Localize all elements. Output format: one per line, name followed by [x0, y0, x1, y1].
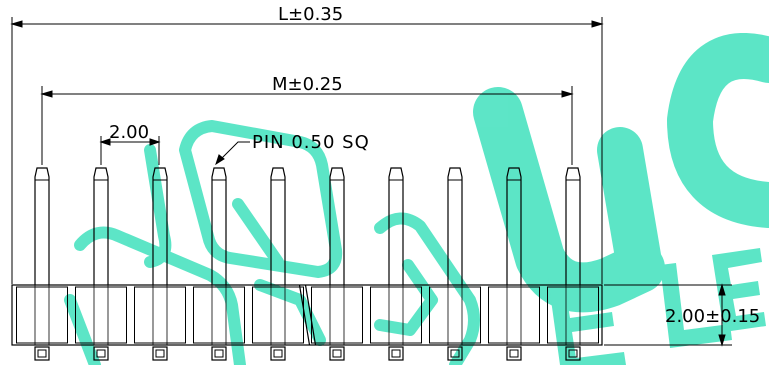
- arrow-body-top: [718, 283, 726, 296]
- pin-section-inner: [450, 349, 460, 358]
- pin-shaft: [93, 167, 109, 285]
- pin-section-inner: [568, 349, 578, 358]
- pin-section-outer: [152, 346, 168, 361]
- arrow-right: [591, 20, 604, 28]
- pin-8: [429, 167, 481, 361]
- pin-section-outer: [447, 346, 463, 361]
- watermark-square-3: [74, 226, 246, 365]
- watermark-square-7: [374, 259, 438, 336]
- arrow-body-bottom: [718, 334, 726, 347]
- pin-section-outer: [93, 346, 109, 361]
- pin-section-inner: [96, 349, 106, 358]
- watermark-letter-e2: [712, 248, 766, 332]
- pin-section-inner: [37, 349, 47, 358]
- callout-arrowhead: [215, 154, 225, 166]
- pin-2: [75, 167, 127, 361]
- pin-section-inner: [273, 349, 283, 358]
- pin-section-outer: [329, 346, 345, 361]
- pin-shaft: [506, 167, 522, 285]
- pin-section-inner: [214, 349, 224, 358]
- pin-shaft: [270, 167, 286, 285]
- arrow-m-left: [40, 90, 53, 98]
- pin-shaft: [34, 167, 50, 285]
- dimension-overall-length: [10, 17, 604, 284]
- pin-housing-cell: [75, 286, 127, 344]
- watermark-square-5: [254, 279, 326, 346]
- pin-header: [11, 167, 603, 361]
- dimension-outer-pin-span: [40, 86, 574, 165]
- pin-shaft: [152, 167, 168, 285]
- body-height-label: 2.00±0.15: [665, 306, 760, 327]
- pin-3: [134, 167, 186, 361]
- pin-10: [547, 167, 599, 361]
- pin-section-outer: [211, 346, 227, 361]
- pin-housing-cell: [134, 286, 186, 344]
- pin-housing-cell: [252, 286, 304, 344]
- pin-section-outer: [506, 346, 522, 361]
- pin-9: [488, 167, 540, 361]
- callout-leader: [216, 141, 250, 164]
- watermark-square-8: [232, 198, 284, 268]
- pitch-label: 2.00: [109, 122, 149, 143]
- pin-shaft: [329, 167, 345, 285]
- pin-size-label: PIN 0.50 SQ: [252, 132, 370, 153]
- pin-housing-cell: [311, 286, 363, 344]
- pin-shaft: [565, 167, 581, 285]
- arrow-pitch-right: [149, 138, 161, 146]
- dimension-pitch: [99, 136, 161, 165]
- watermark-square-6: [374, 212, 480, 365]
- pin-callout: [215, 141, 250, 166]
- pin-section-outer: [388, 346, 404, 361]
- pin-section-inner: [391, 349, 401, 358]
- pin-housing-cell: [488, 286, 540, 344]
- pin-section-outer: [34, 346, 50, 361]
- pin-shaft: [211, 167, 227, 285]
- header-body: [11, 284, 603, 346]
- pin-1: [16, 167, 68, 361]
- arrow-left: [10, 20, 23, 28]
- watermark-square-1: [179, 120, 343, 278]
- watermark-square-4: [64, 294, 101, 365]
- pin-section-outer: [565, 346, 581, 361]
- pin-shaft: [388, 167, 404, 285]
- pin-7: [370, 167, 422, 361]
- dimension-body-height: [604, 283, 732, 347]
- watermark-letter-l: [660, 263, 732, 348]
- pin-housing-cell: [16, 286, 68, 344]
- break-mark: [298, 284, 317, 346]
- pin-shaft: [447, 167, 463, 285]
- watermark-letter-c: [667, 33, 769, 228]
- pin-6: [311, 167, 363, 361]
- arrow-pitch-left: [99, 138, 111, 146]
- watermark-letter-u-right: [597, 127, 663, 291]
- outer-pin-span-label: M±0.25: [272, 74, 343, 95]
- pin-5: [252, 167, 304, 361]
- pin-housing-cell: [193, 286, 245, 344]
- pin-section-outer: [270, 346, 286, 361]
- pin-4: [193, 167, 245, 361]
- pin-section-inner: [155, 349, 165, 358]
- pin-housing-cell: [370, 286, 422, 344]
- overall-length-label: L±0.35: [278, 4, 343, 25]
- pin-section-inner: [332, 349, 342, 358]
- arrow-m-right: [561, 90, 574, 98]
- pin-housing-cell: [547, 286, 599, 344]
- pin-housing-cell: [429, 286, 481, 344]
- watermark-letter-e: [548, 268, 626, 365]
- pin-section-inner: [509, 349, 519, 358]
